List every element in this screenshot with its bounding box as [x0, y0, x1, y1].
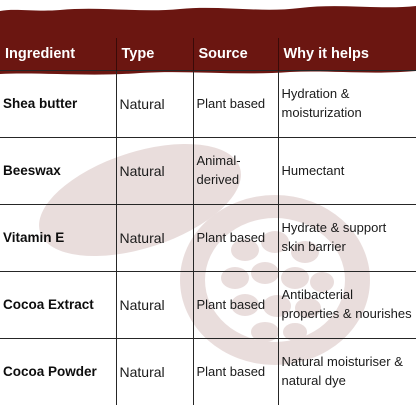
header-ingredient: Ingredient: [0, 38, 117, 71]
cell-ingredient: Shea butter: [0, 70, 117, 138]
cell-why-it-helps: Antibacterial properties & nourishes: [277, 271, 416, 339]
cell-why-it-helps: Natural moisturiser & natural dye: [277, 338, 416, 405]
cell-ingredient: Vitamin E: [0, 204, 117, 272]
cell-ingredient: Cocoa Extract: [0, 271, 117, 339]
cell-type: Natural: [115, 137, 194, 205]
table-row: Shea butter Natural Plant based Hydratio…: [0, 70, 416, 138]
header-source: Source: [192, 38, 279, 71]
table-row: Cocoa Powder Natural Plant based Natural…: [0, 338, 416, 405]
ingredients-table: Ingredient Type Source Why it helps Shea…: [0, 38, 416, 405]
cell-source: Plant based: [192, 70, 279, 138]
table-header-row: Ingredient Type Source Why it helps: [0, 38, 416, 71]
cell-why-it-helps: Hydrate & support skin barrier: [277, 204, 416, 272]
cell-type: Natural: [115, 271, 194, 339]
cell-type: Natural: [115, 204, 194, 272]
cell-source: Animal-derived: [192, 137, 279, 205]
cell-source: Plant based: [192, 204, 279, 272]
cell-source: Plant based: [192, 271, 279, 339]
table-row: Vitamin E Natural Plant based Hydrate & …: [0, 204, 416, 272]
table-row: Beeswax Natural Animal-derived Humectant: [0, 137, 416, 205]
brush-stroke-top-edge: [0, 0, 416, 11]
cell-type: Natural: [115, 338, 194, 405]
cell-ingredient: Beeswax: [0, 137, 117, 205]
cell-ingredient: Cocoa Powder: [0, 338, 117, 405]
header-type: Type: [115, 38, 194, 71]
cell-why-it-helps: Hydration & moisturization: [277, 70, 416, 138]
cell-source: Plant based: [192, 338, 279, 405]
cell-type: Natural: [115, 70, 194, 138]
cell-why-it-helps: Humectant: [277, 137, 416, 205]
header-why-it-helps: Why it helps: [277, 38, 416, 71]
table-row: Cocoa Extract Natural Plant based Antiba…: [0, 271, 416, 339]
